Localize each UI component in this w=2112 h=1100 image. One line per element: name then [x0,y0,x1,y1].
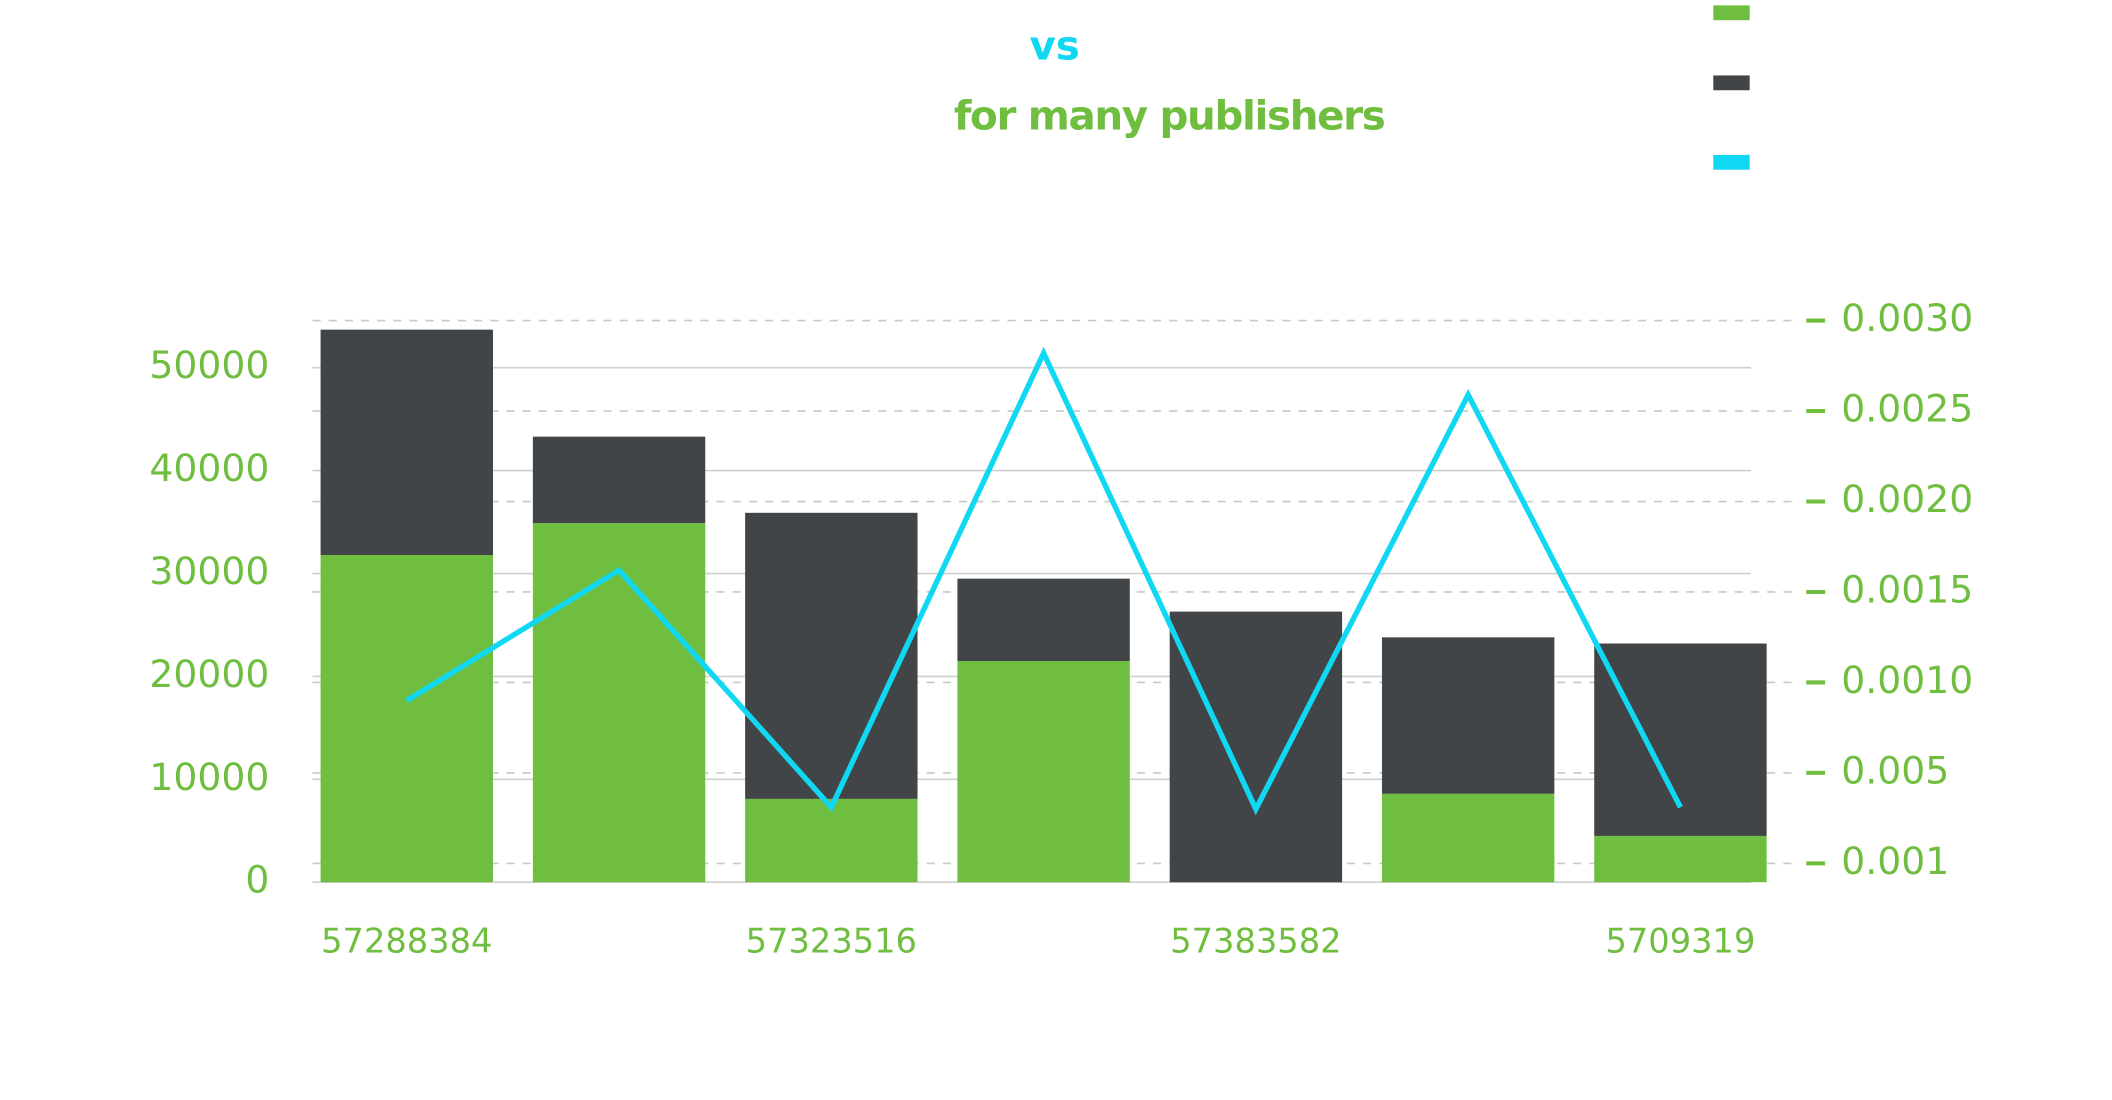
bar-segment [745,512,918,799]
y-tick-label: 20000 [149,652,269,696]
y-tick-label: 0 [245,858,269,902]
bar-segment [532,523,706,883]
x-tick-label: 57383582 [1170,921,1341,960]
bar-segment [1381,793,1555,883]
legend-swatch [1713,5,1750,21]
x-tick-label: 5709319 [1605,921,1755,960]
y-tick-label: 10000 [149,755,269,799]
bar-segment [1594,835,1767,883]
bar-segment [957,578,1130,661]
y2-tick-label: 0.0030 [1841,296,1973,340]
x-tick-label: 57288384 [321,921,492,960]
y-tick-label: 30000 [149,549,269,593]
chart-subtitle: for many publishers [954,92,1385,140]
bar-segment [745,798,918,883]
y-tick-label: 40000 [149,446,269,490]
y2-tick-label: 0.0010 [1841,658,1973,702]
y-tick-label: 50000 [149,343,269,387]
bar-segment [320,555,493,883]
y2-tick-label: 0.0015 [1841,567,1973,611]
legend-swatch [1713,75,1750,91]
y2-tick-label: 0.005 [1841,748,1949,792]
line-series [405,346,1683,816]
bar-segment [320,329,493,556]
bar-segment [1169,611,1343,883]
bar-segment [1381,637,1555,794]
y2-tick-label: 0.001 [1841,839,1949,883]
legend-swatch [1713,154,1750,170]
y2-tick-label: 0.0020 [1841,477,1973,521]
bar-segment [957,660,1130,883]
chart-title: vs [1029,21,1079,69]
x-tick-label: 57323516 [746,921,917,960]
bar-segment [532,436,706,524]
y2-tick-label: 0.0025 [1841,387,1973,431]
